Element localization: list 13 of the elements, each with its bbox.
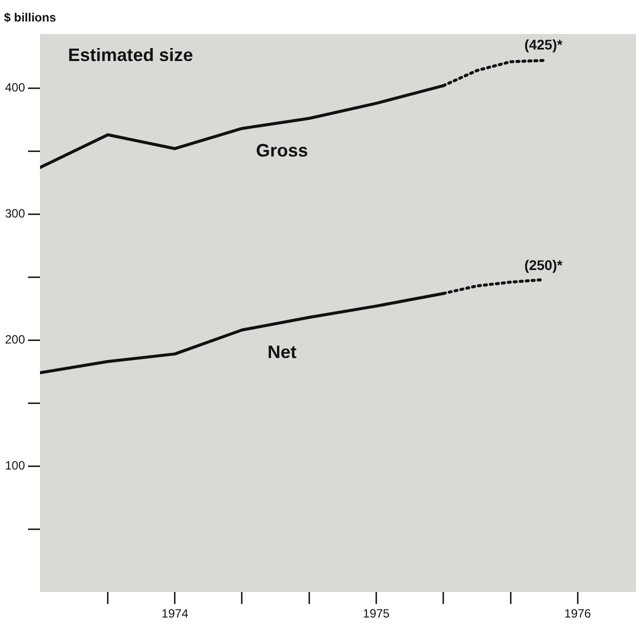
y-tick-label: 100: [4, 458, 26, 472]
y-tick-label: 400: [4, 80, 26, 94]
annotation: Estimated size: [68, 44, 194, 65]
y-tick-label: 300: [4, 206, 26, 220]
annotation: (425)*: [524, 36, 563, 53]
x-tick-label: 1975: [362, 606, 390, 621]
series-label: Gross: [256, 140, 308, 160]
y-tick-label: 200: [4, 332, 26, 346]
y-axis-title: $ billions: [4, 10, 56, 24]
series-label: Net: [267, 342, 296, 362]
annotation: (250)*: [524, 256, 563, 273]
x-tick-label: 1976: [564, 606, 592, 621]
x-tick-label: 1974: [162, 606, 189, 621]
